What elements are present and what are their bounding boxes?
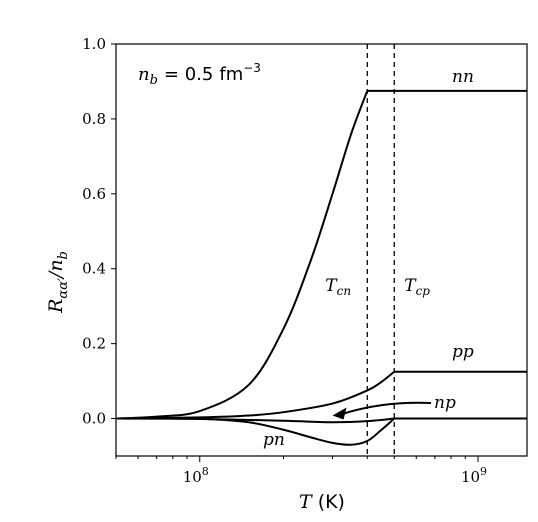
x-ticks: 108 109 (115, 456, 487, 486)
axes (115, 43, 528, 457)
np-arrow-shaft (340, 401, 432, 416)
x-axis-label: T (K) (299, 491, 345, 513)
density-annotation: nb = 0.5 fm−3 (138, 61, 261, 88)
series-label-pn: pn (263, 430, 285, 450)
series-label-np: np (434, 393, 456, 413)
y-tick-label-2: 0.4 (82, 260, 106, 278)
plot-frame (115, 43, 528, 457)
curves (115, 89, 527, 446)
y-axis-label: Rαα′/nb (45, 251, 71, 314)
y-tick-label-1: 0.2 (82, 335, 106, 353)
series-pp (115, 370, 527, 420)
series-labels: nn pp np pn (263, 67, 474, 450)
x-tick-label-0: 108 (183, 465, 209, 486)
y-tick-label-3: 0.6 (82, 185, 106, 203)
series-label-nn: nn (452, 67, 474, 87)
series-pn (115, 417, 527, 446)
x-tick-label-1: 109 (461, 465, 487, 486)
y-tick-label-5: 1.0 (82, 35, 106, 53)
series-label-pp: pp (452, 342, 474, 362)
vertical-lines: Tcn Tcp (325, 44, 430, 456)
vline-label-cp: Tcp (404, 276, 430, 298)
y-tick-label-0: 0.0 (82, 410, 106, 428)
vline-label-cn: Tcn (325, 276, 351, 298)
y-tick-label-4: 0.8 (82, 110, 106, 128)
series-nn (115, 89, 527, 420)
y-ticks: 0.0 0.2 0.4 0.6 0.8 1.0 (82, 35, 116, 428)
np-arrow-head (332, 407, 347, 420)
